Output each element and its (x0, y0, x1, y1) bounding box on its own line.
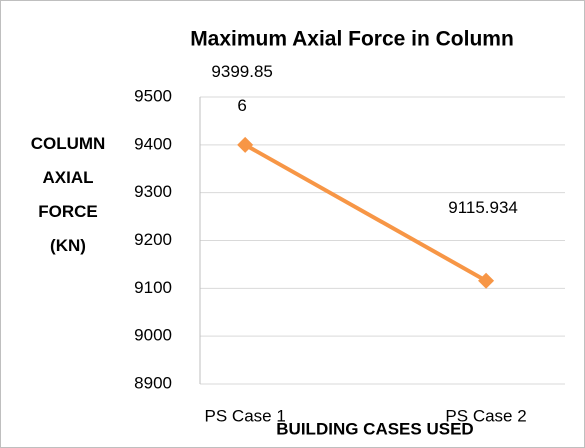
line-series (244, 143, 488, 283)
y-tick-label: 9100 (134, 278, 172, 297)
y-tick-label: 9300 (134, 182, 172, 201)
y-tick-label: 9200 (134, 230, 172, 249)
x-tick-label: PS Case 2 (445, 406, 526, 425)
data-point (478, 272, 495, 289)
data-point (237, 136, 254, 153)
y-tick-label: 9500 (134, 86, 172, 105)
data-label: 9115.934 (448, 197, 518, 217)
data-label: 9399.856 (211, 61, 273, 115)
x-tick-label: PS Case 1 (205, 406, 286, 425)
y-tick-label: 8900 (134, 373, 172, 392)
y-tick-label: 9400 (134, 134, 172, 153)
y-axis-title: COLUMN AXIAL FORCE (KN) (30, 134, 106, 255)
x-axis-title: BUILDING CASES USED (276, 419, 473, 438)
y-tick-label: 9000 (134, 326, 172, 345)
chart-title: Maximum Axial Force in Column (190, 28, 514, 51)
